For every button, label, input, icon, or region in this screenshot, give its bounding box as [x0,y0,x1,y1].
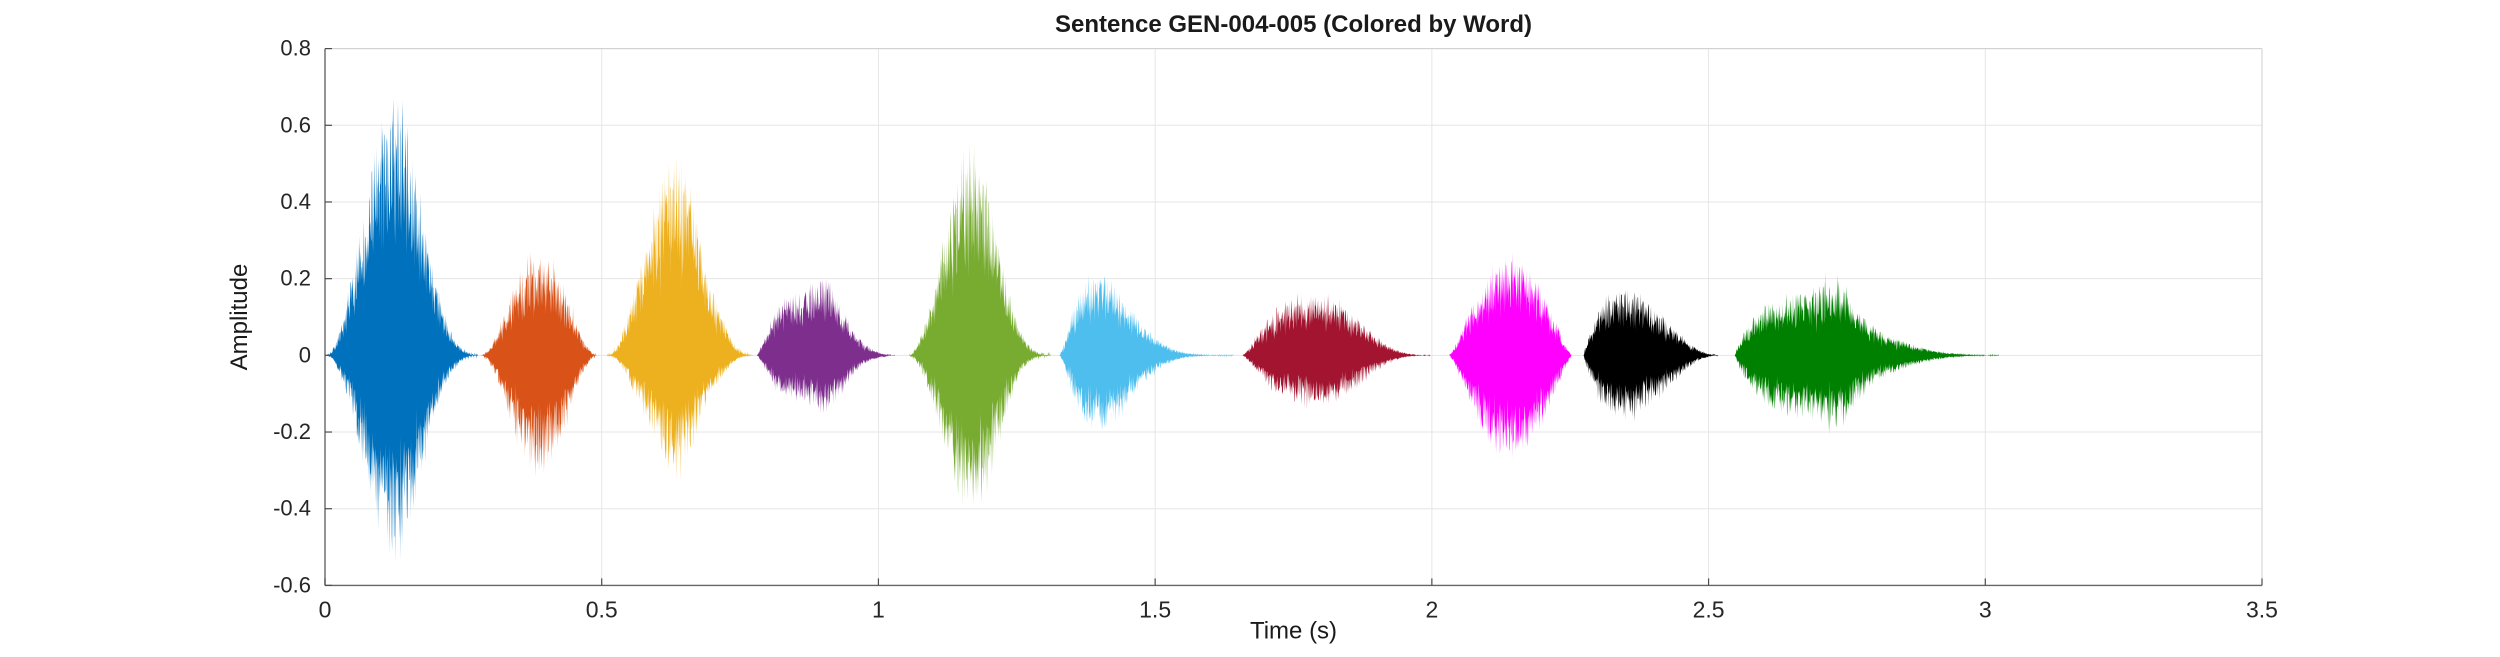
svg-text:0: 0 [319,596,332,622]
svg-text:Amplitude: Amplitude [226,264,253,371]
svg-text:1: 1 [872,596,885,622]
svg-text:3: 3 [1979,596,1992,622]
svg-text:3.5: 3.5 [2246,596,2278,622]
svg-text:-0.4: -0.4 [273,496,311,521]
svg-text:1.5: 1.5 [1139,596,1171,622]
svg-text:0.2: 0.2 [280,266,311,291]
svg-text:Time (s): Time (s) [1250,617,1337,644]
svg-text:0.8: 0.8 [280,36,311,61]
svg-text:0.4: 0.4 [280,189,311,214]
svg-text:Sentence GEN-004-005 (Colored: Sentence GEN-004-005 (Colored by Word) [1055,11,1532,38]
svg-text:0: 0 [299,342,311,367]
svg-text:-0.6: -0.6 [273,572,311,597]
svg-text:-0.2: -0.2 [273,419,311,444]
svg-text:0.6: 0.6 [280,112,311,137]
svg-text:2.5: 2.5 [1693,596,1725,622]
svg-text:0.5: 0.5 [586,596,618,622]
svg-text:2: 2 [1425,596,1438,622]
